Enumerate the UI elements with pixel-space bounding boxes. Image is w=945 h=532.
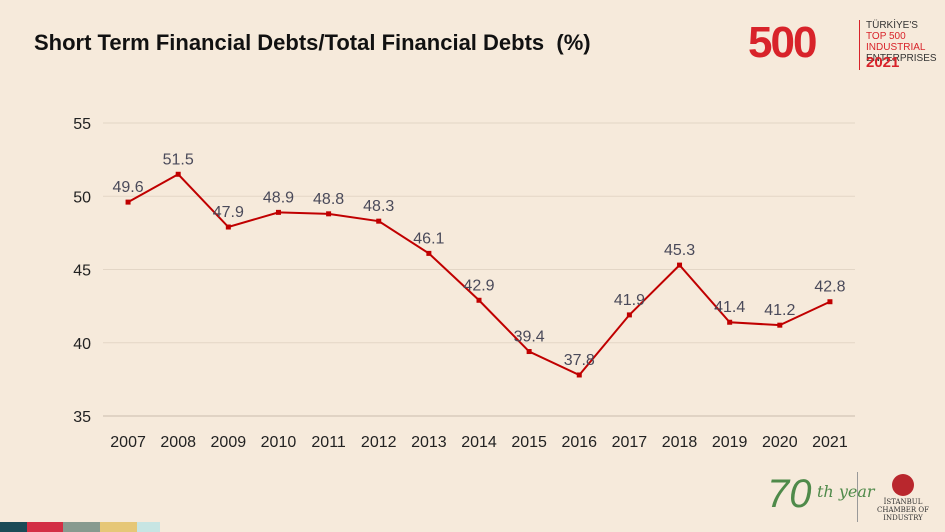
- y-tick-label: 55: [73, 116, 91, 133]
- data-label: 47.9: [213, 204, 244, 221]
- x-axis-ticks: 2007 2008 2009 2010 2011 2012 2013 2014 2015 2016…: [110, 434, 848, 451]
- data-point: [476, 297, 482, 303]
- x-tick-label: 2021: [812, 434, 848, 451]
- y-tick-label: 35: [73, 409, 91, 426]
- data-labels: 49.6 51.5 47.9 48.9 48.8 48.3 46.1 42.9 39.4 37.8…: [112, 151, 845, 369]
- top500-line-1: TÜRKİYE'S: [866, 20, 918, 31]
- chamber-name: İSTANBUL CHAMBER OF INDUSTRY: [876, 498, 930, 522]
- stripe-5: [137, 522, 160, 532]
- data-label: 39.4: [514, 329, 545, 346]
- top500-year: 2021: [866, 54, 900, 71]
- data-point: [677, 262, 683, 268]
- data-point: [526, 349, 532, 355]
- x-tick-label: 2014: [461, 434, 497, 451]
- x-tick-label: 2018: [662, 434, 698, 451]
- chart-title: Short Term Financial Debts/Total Financi…: [34, 30, 591, 55]
- stripe-2: [27, 522, 63, 532]
- data-point: [326, 211, 332, 217]
- grid-lines: [103, 122, 855, 417]
- top500-mark: 500: [748, 18, 817, 67]
- logo-divider: [859, 20, 860, 70]
- data-points: [125, 171, 833, 378]
- data-label: 48.9: [263, 189, 294, 206]
- y-axis-ticks: 35 40 45 50 55: [73, 116, 91, 426]
- data-point: [576, 372, 582, 378]
- anniversary-mark: 70: [767, 472, 812, 516]
- data-point: [727, 319, 733, 325]
- y-tick-label: 45: [73, 263, 91, 280]
- logo-divider: [857, 472, 858, 522]
- data-label: 51.5: [163, 151, 194, 168]
- x-tick-label: 2017: [612, 434, 648, 451]
- stripe-1: [0, 522, 27, 532]
- top500-line-3: ENTERPRISES: [866, 53, 937, 64]
- data-label: 45.3: [664, 242, 695, 259]
- x-tick-label: 2019: [712, 434, 748, 451]
- x-tick-label: 2012: [361, 434, 397, 451]
- data-label: 41.4: [714, 299, 745, 316]
- data-label: 46.1: [413, 230, 444, 247]
- top500-text: TÜRKİYE'S TOP 500 INDUSTRIAL ENTERPRISES: [866, 20, 938, 64]
- x-tick-label: 2015: [511, 434, 547, 451]
- data-point: [275, 209, 281, 215]
- chamber-emblem-icon: [892, 474, 914, 496]
- x-tick-label: 2008: [160, 434, 196, 451]
- data-label: 48.3: [363, 198, 394, 215]
- data-label: 49.6: [112, 179, 143, 196]
- data-point: [827, 299, 833, 305]
- data-label: 41.9: [614, 292, 645, 309]
- y-tick-label: 50: [73, 189, 91, 206]
- anniversary-sub: th year: [817, 482, 875, 501]
- top500-line-2: TOP 500 INDUSTRIAL: [866, 31, 926, 53]
- data-label: 48.8: [313, 191, 344, 208]
- x-tick-label: 2016: [561, 434, 597, 451]
- x-tick-label: 2007: [110, 434, 146, 451]
- data-point: [225, 224, 231, 230]
- data-label: 41.2: [764, 302, 795, 319]
- x-tick-label: 2020: [762, 434, 798, 451]
- data-point: [777, 322, 783, 328]
- x-tick-label: 2009: [211, 434, 247, 451]
- data-point: [125, 199, 131, 205]
- data-label: 37.8: [564, 352, 595, 369]
- data-point: [376, 218, 382, 224]
- stripe-4: [100, 522, 137, 532]
- x-tick-label: 2013: [411, 434, 447, 451]
- top500-logo: 500 TÜRKİYE'S TOP 500 INDUSTRIAL ENTERPR…: [748, 14, 938, 74]
- data-label: 42.9: [463, 277, 494, 294]
- x-tick-label: 2011: [311, 434, 346, 451]
- stripe-3: [63, 522, 100, 532]
- x-tick-label: 2010: [261, 434, 297, 451]
- data-label: 42.8: [814, 279, 845, 296]
- data-point: [626, 312, 632, 318]
- data-point: [175, 171, 181, 177]
- data-point: [426, 250, 432, 256]
- y-tick-label: 40: [73, 336, 91, 353]
- chamber-logo: 70 th year İSTANBUL CHAMBER OF INDUSTRY: [765, 470, 940, 528]
